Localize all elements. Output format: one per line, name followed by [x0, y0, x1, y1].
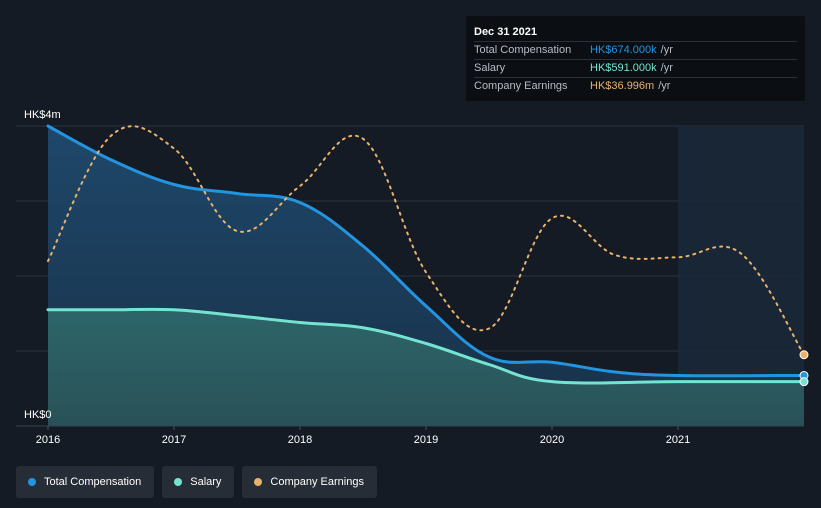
legend-label: Salary	[190, 476, 222, 488]
legend-total-compensation-button[interactable]: Total Compensation	[16, 466, 155, 498]
x-tick-label: 2016	[36, 434, 60, 446]
company-earnings-end-marker	[799, 350, 809, 360]
x-tick-label: 2020	[540, 434, 564, 446]
x-tick-label: 2017	[162, 434, 186, 446]
legend-company-earnings-button[interactable]: Company Earnings	[242, 466, 377, 498]
salary-end-marker	[799, 377, 809, 387]
tooltip-value: HK$591.000k	[590, 62, 657, 74]
tooltip-row-salary: Salary HK$591.000k /yr	[474, 60, 797, 78]
tooltip-label: Salary	[474, 62, 506, 74]
x-tick-label: 2018	[288, 434, 312, 446]
tooltip-unit: /yr	[660, 44, 673, 56]
tooltip-value: HK$674.000k	[590, 44, 657, 56]
tooltip-unit: /yr	[658, 80, 671, 92]
chart-legend: Total Compensation Salary Company Earnin…	[16, 466, 377, 498]
legend-label: Total Compensation	[44, 476, 142, 488]
x-tick-label: 2021	[666, 434, 690, 446]
tooltip-unit: /yr	[660, 62, 673, 74]
tooltip-row-earnings: Company Earnings HK$36.996m /yr	[474, 78, 797, 95]
legend-dot-icon	[28, 478, 36, 486]
legend-dot-icon	[254, 478, 263, 486]
tooltip-value: HK$36.996m	[590, 80, 655, 92]
tooltip-label: Company Earnings	[474, 80, 568, 92]
area-layer	[48, 126, 804, 426]
legend-salary-button[interactable]: Salary	[162, 466, 235, 498]
x-tick-label: 2019	[414, 434, 438, 446]
y-axis-bottom-label: HK$0	[24, 409, 52, 421]
end-markers	[799, 350, 809, 387]
y-axis-top-label: HK$4m	[24, 109, 61, 121]
total-compensation-line	[46, 124, 806, 378]
tooltip-date: Dec 31 2021	[474, 24, 797, 42]
x-axis-ticks: 2016 2017 2018 2019 2020 2021	[16, 425, 804, 446]
salary-area	[48, 309, 804, 426]
company-earnings-line	[47, 125, 805, 356]
tooltip-panel: Dec 31 2021 Total Compensation HK$674.00…	[466, 16, 805, 101]
line-layer	[46, 124, 806, 385]
legend-label: Company Earnings	[270, 476, 364, 488]
tooltip-row-total: Total Compensation HK$674.000k /yr	[474, 42, 797, 60]
tooltip-label: Total Compensation	[474, 44, 572, 56]
legend-dot-icon	[174, 478, 183, 486]
salary-line	[46, 307, 806, 385]
